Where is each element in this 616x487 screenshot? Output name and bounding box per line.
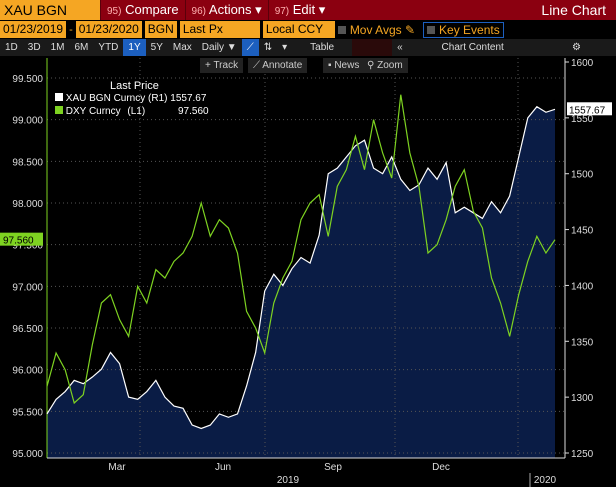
right-tick-label: 1450	[571, 226, 594, 237]
source-input[interactable]: BGN	[144, 21, 177, 38]
left-tick-label: 98.500	[12, 157, 43, 168]
controls-bar: 01/23/2019 - 01/23/2020 BGN Last Px Loca…	[0, 20, 616, 39]
actions-num: 96)	[191, 6, 206, 17]
edit-label: Edit ▾	[292, 2, 326, 17]
compare-label: Compare	[125, 2, 179, 17]
legend-swatch	[55, 93, 63, 101]
left-tick-label: 99.000	[12, 116, 43, 127]
edit-button[interactable]: 97) Edit ▾	[267, 0, 332, 20]
dxy-line	[46, 94, 556, 405]
left-tick-label: 98.000	[12, 199, 43, 210]
chart-content-button[interactable]: Chart Content	[408, 39, 538, 56]
frequency-select[interactable]: Daily ▼	[201, 42, 237, 53]
period-1d[interactable]: 1D	[5, 42, 18, 53]
bar-chart-icon[interactable]: ⇅	[263, 42, 273, 53]
edit-num: 97)	[274, 6, 290, 17]
right-tick-label: 1350	[571, 337, 594, 348]
gear-icon[interactable]: ⚙	[572, 42, 581, 53]
legend-value: 1557.67	[170, 93, 207, 104]
right-tick-label: 1500	[571, 170, 594, 181]
right-tick-label: 1250	[571, 449, 594, 460]
x-tick-label: Jun	[215, 462, 231, 473]
legend-axis: (L1)	[127, 106, 146, 117]
left-tick-label: 95.500	[12, 407, 43, 418]
mov-avgs-checkbox[interactable]: Mov Avgs ✎	[337, 22, 416, 37]
xau-last-badge	[567, 102, 612, 116]
dxy-last-badge	[0, 232, 43, 246]
xau-line	[46, 105, 556, 430]
field-input[interactable]: Last Px	[179, 21, 260, 38]
left-tick-label: 95.000	[12, 449, 43, 460]
xau-last-value: 1557.67	[569, 105, 606, 116]
currency-select[interactable]: Local CCY	[262, 21, 335, 38]
dxy-last-value: 97.560	[3, 236, 34, 247]
period-3d[interactable]: 3D	[27, 42, 41, 53]
pencil-icon[interactable]: ✎	[404, 22, 416, 37]
compare-button[interactable]: 95) Compare	[100, 0, 185, 20]
legend-item-dxy[interactable]: DXY Curncy (L1) 97.560	[55, 106, 209, 117]
tool-track[interactable]: + Track	[200, 58, 244, 73]
left-tick-label: 96.000	[12, 366, 43, 377]
period-6m[interactable]: 6M	[74, 42, 89, 53]
x-tick-label: Sep	[324, 462, 342, 473]
dropdown-icon[interactable]: ▾	[282, 42, 288, 53]
period-ytd[interactable]: YTD	[98, 42, 119, 53]
spacer	[352, 39, 393, 56]
mov-avgs-label: Mov Avgs	[349, 22, 402, 37]
period-buttons: 1D 3D 1M 6M YTD 1Y 5Y Max	[0, 39, 197, 56]
line-chart-icon[interactable]: ⟋	[241, 39, 259, 56]
legend-axis: (R1)	[148, 93, 168, 104]
right-tick-label: 1600	[571, 58, 594, 69]
checkbox-icon	[337, 25, 346, 34]
ticker-input[interactable]: XAU BGN Curncy	[0, 0, 100, 38]
toolbar: 1D 3D 1M 6M YTD 1Y 5Y Max Daily ▼ ⟋ ⇅ ▾ Table «…	[0, 39, 616, 56]
collapse-icon[interactable]: «	[397, 42, 403, 53]
tool-zoom[interactable]: ⚲ Zoom	[362, 58, 408, 73]
header-bar: XAU BGN Curncy 95) Compare 96) Actions ▾…	[0, 0, 616, 38]
legend-item-xau[interactable]: XAU BGN Curncy (R1) 1557.67	[55, 93, 206, 104]
period-5y[interactable]: 5Y	[150, 42, 163, 53]
right-tick-label: 1300	[571, 393, 594, 404]
x-tick-label: Dec	[432, 462, 450, 473]
chart-type-title: Line Chart	[541, 2, 606, 18]
period-max[interactable]: Max	[172, 42, 192, 53]
left-tick-label: 99.500	[12, 74, 43, 85]
left-tick-label: 96.500	[12, 324, 43, 335]
compare-num: 95)	[107, 6, 122, 17]
year-label: 2019	[277, 475, 300, 486]
left-tick-label: 97.000	[12, 282, 43, 293]
actions-label: Actions ▾	[208, 2, 262, 17]
tool-news[interactable]: ▪ News	[323, 58, 365, 73]
start-date-input[interactable]: 01/23/2019	[0, 21, 67, 38]
key-events-checkbox[interactable]: Key Events	[423, 21, 504, 38]
x-tick-label: Mar	[108, 462, 126, 473]
key-events-label: Key Events	[439, 22, 500, 37]
left-tick-label: 97.500	[12, 241, 43, 252]
date-separator: -	[69, 23, 73, 36]
end-date-input[interactable]: 01/23/2020	[75, 21, 142, 38]
period-1m[interactable]: 1M	[50, 42, 65, 53]
legend-value: 97.560	[177, 106, 209, 117]
chart-content-label: Chart Content	[441, 42, 504, 53]
checkbox-icon	[427, 25, 436, 34]
period-1y[interactable]: 1Y	[123, 39, 146, 56]
legend-name: DXY Curncy	[65, 106, 121, 117]
table-button[interactable]: Table	[310, 42, 335, 53]
xau-area	[47, 106, 555, 458]
legend-name: XAU BGN Curncy	[65, 93, 146, 104]
right-tick-label: 1400	[571, 281, 594, 292]
tool-annotate[interactable]: ⟋ Annotate	[248, 58, 308, 73]
actions-button[interactable]: 96) Actions ▾	[184, 0, 268, 20]
legend-swatch	[55, 106, 63, 114]
right-tick-label: 1550	[571, 114, 594, 125]
year-label: 2020	[534, 475, 557, 486]
legend-title: Last Price	[110, 80, 159, 92]
